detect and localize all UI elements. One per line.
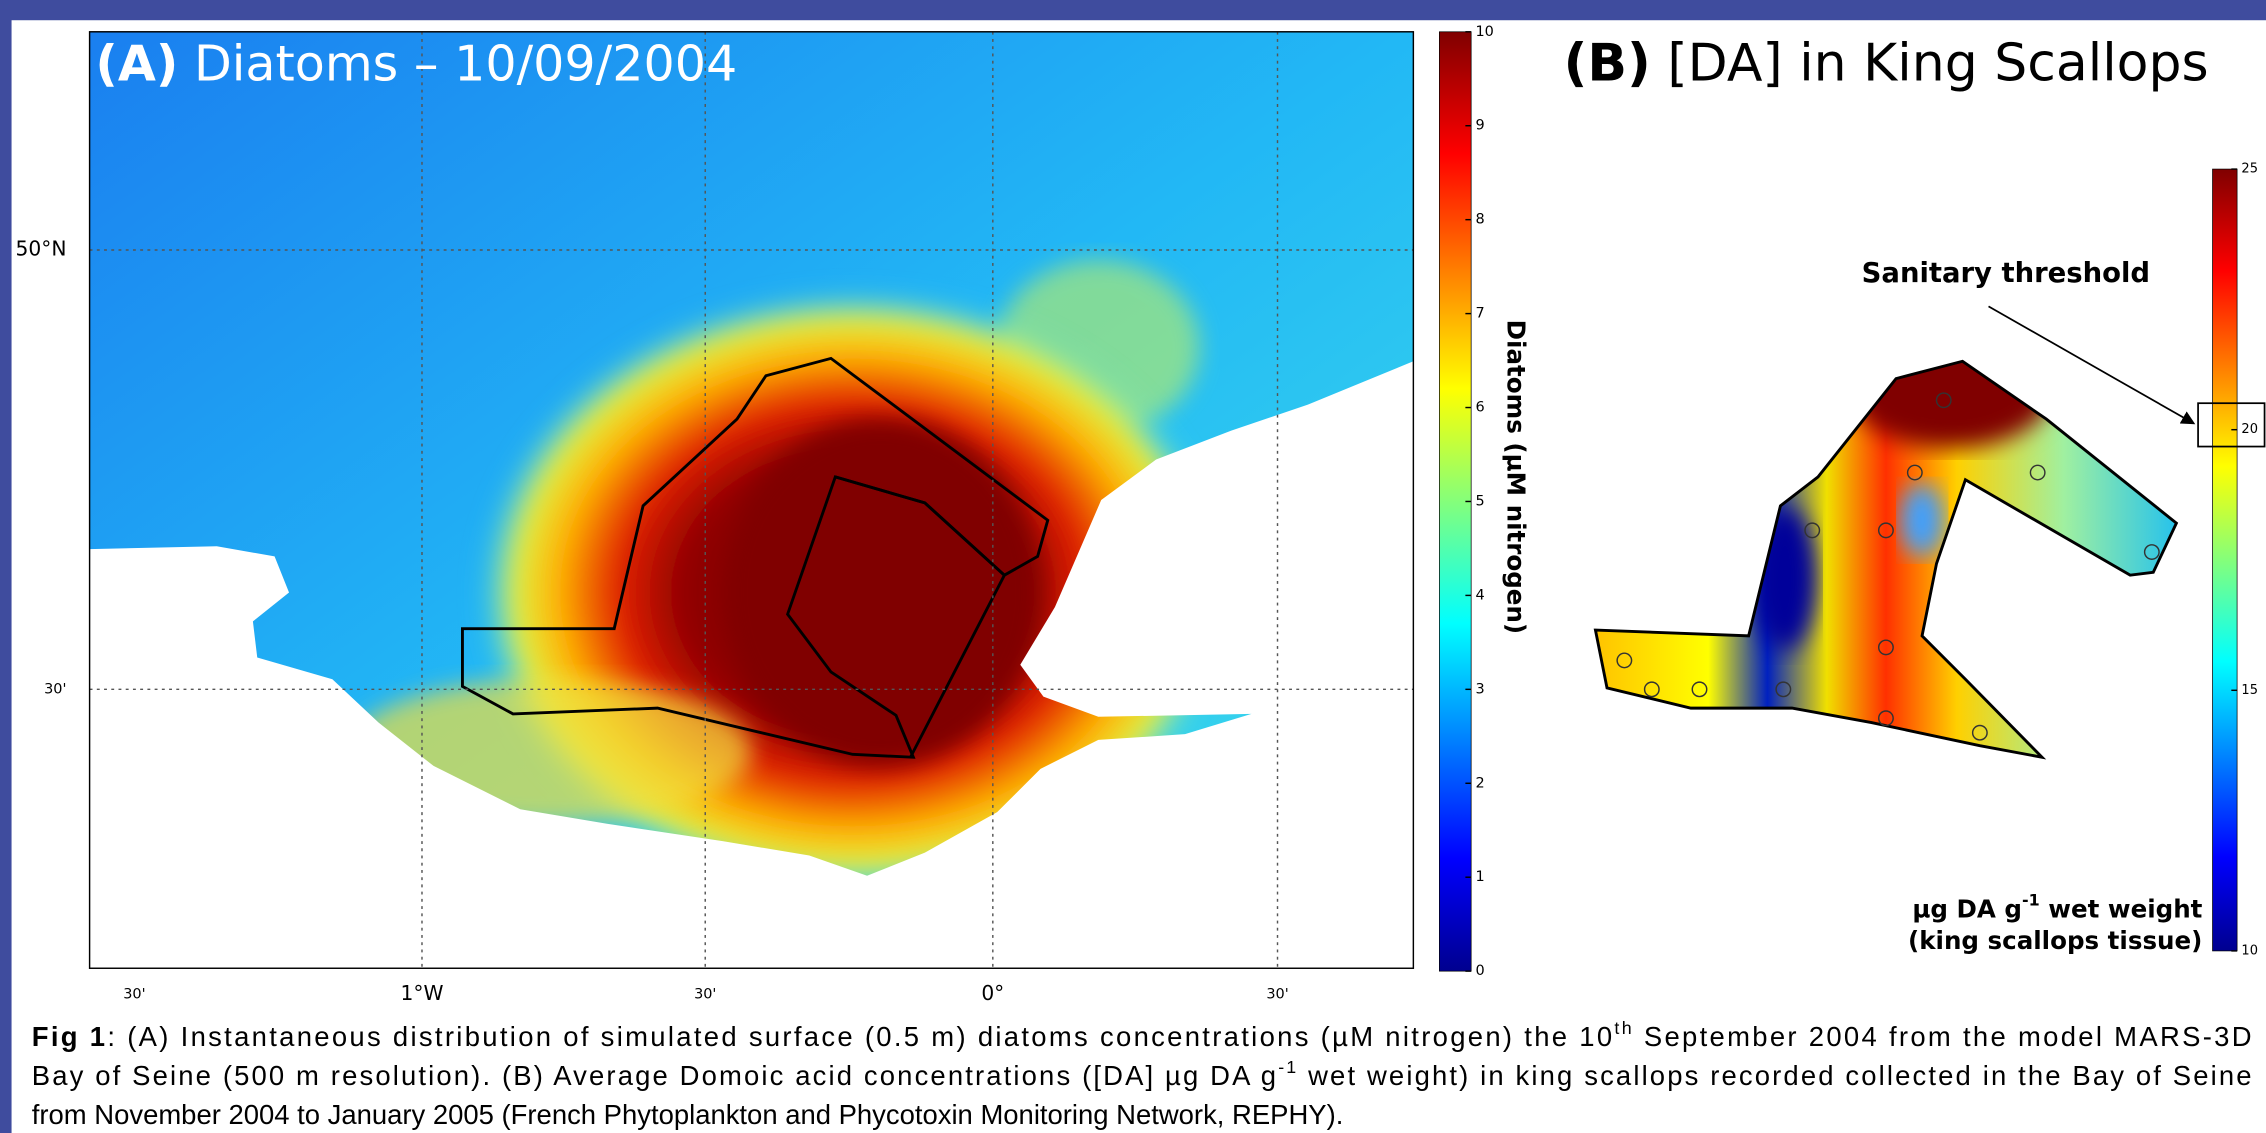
panel-b-title-text: [DA] in King Scallops: [1667, 33, 2208, 93]
colorbar-tick-label: 5: [1476, 493, 1485, 509]
colorbar-tick-label: 6: [1476, 400, 1485, 416]
text-segment: µg DA g: [1912, 894, 2022, 923]
panel-a-label: (A): [95, 34, 178, 92]
lon-tick-label: 0°: [981, 981, 1004, 1005]
colorbar-tick-label: 15: [2241, 683, 2258, 698]
text-line: Fig 1: (A) Instantaneous distribution of…: [32, 1018, 2252, 1053]
threshold-box: [2197, 402, 2266, 448]
text-segment: th: [1614, 1018, 1631, 1038]
text-segment: September 2004 from the model MARS-3D: [1634, 1021, 2252, 1052]
text-segment: (king scallops tissue): [1908, 926, 2202, 955]
annotation: Sanitary threshold: [1862, 258, 2150, 289]
colorbar-tick-label: 9: [1476, 118, 1485, 134]
lon-tick-label: 30': [123, 986, 145, 1002]
lon-tick-label: 30': [694, 986, 716, 1002]
panel-a-title-text: Diatoms – 10/09/2004: [194, 34, 737, 92]
text-line: µg DA g-1 wet weight: [1912, 890, 2202, 923]
colorbar-tick-label: 25: [2241, 162, 2258, 177]
panel-a-title: (A) Diatoms – 10/09/2004: [95, 34, 737, 92]
colorbar-tick-label: 1: [1476, 869, 1485, 885]
colorbar-tick-label: 10: [1476, 24, 1494, 40]
colorbar-tick-label: 0: [1476, 963, 1485, 979]
lon-tick-label: 1°W: [401, 981, 444, 1005]
lon-tick-label: 30': [1266, 986, 1288, 1002]
panel-b-label: (B): [1564, 33, 1651, 93]
colorbar-tick-label: 2: [1476, 775, 1485, 791]
annotation-arrow: [1988, 305, 2196, 425]
colorbar-a-label: Diatoms (µM nitrogen): [1502, 320, 1531, 634]
text-segment: Fig 1: [32, 1021, 105, 1052]
text-segment: -1: [2022, 890, 2040, 909]
map-a: [88, 31, 1415, 969]
colorbar-tick-label: 8: [1476, 212, 1485, 228]
text-line: Bay of Seine (500 m resolution). (B) Ave…: [32, 1057, 2252, 1092]
text-segment: wet weight: [2040, 894, 2203, 923]
colorbar-tick-label: 10: [2241, 943, 2258, 958]
lat-tick-label: 50°N: [16, 237, 67, 261]
text-segment: : (A) Instantaneous distribution of simu…: [107, 1021, 1612, 1052]
text-line: (king scallops tissue): [1908, 926, 2202, 955]
colorbar-b: [2212, 168, 2238, 952]
panel-b-title: (B) [DA] in King Scallops: [1564, 33, 2209, 93]
text-segment: -1: [1278, 1057, 1296, 1077]
text-line: from November 2004 to January 2005 (Fren…: [32, 1099, 1344, 1130]
colorbar-tick-label: 7: [1476, 306, 1485, 322]
text-segment: Bay of Seine (500 m resolution). (B) Ave…: [32, 1060, 1276, 1091]
lat-tick-label: 30': [44, 681, 66, 697]
text-segment: from November 2004 to January 2005 (Fren…: [32, 1099, 1344, 1130]
colorbar-tick-label: 20: [2241, 422, 2258, 437]
colorbar-tick-label: 4: [1476, 587, 1485, 603]
colorbar-tick-label: 3: [1476, 681, 1485, 697]
